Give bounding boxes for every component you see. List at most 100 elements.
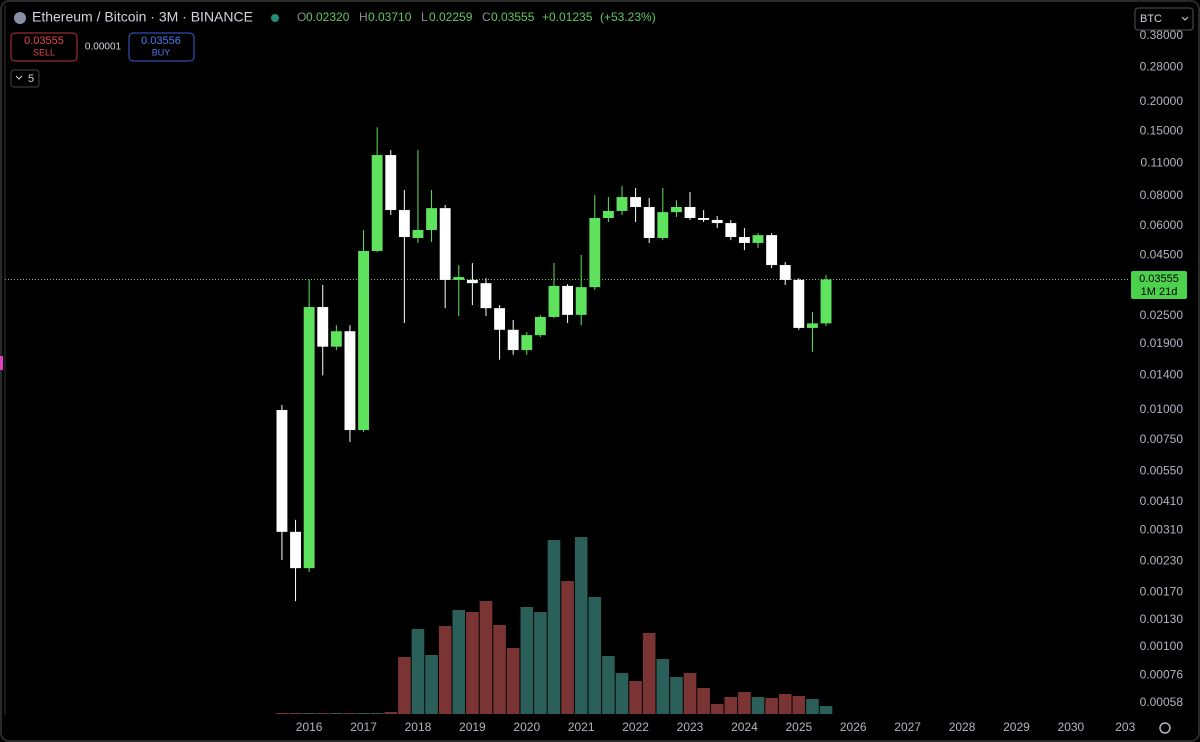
volume-bar [697, 688, 710, 714]
candle-body [534, 316, 546, 336]
volume-bar [574, 537, 588, 714]
settings-icon[interactable] [1159, 722, 1171, 734]
candle-body [738, 237, 750, 243]
volume-bar [370, 713, 384, 714]
candle-body [589, 218, 601, 288]
candle-body [412, 229, 424, 238]
volume-bar [561, 581, 574, 714]
y-tick-label: 0.20000 [1140, 94, 1184, 108]
sell-label: SELL [33, 47, 55, 57]
y-tick-label: 0.00750 [1140, 432, 1184, 446]
volume-bar [411, 629, 425, 714]
candle-body [494, 308, 506, 330]
x-tick-label: 2018 [405, 720, 432, 734]
volume-bar [765, 698, 778, 714]
y-tick-label: 0.01900 [1140, 336, 1184, 350]
volume-bar [520, 607, 534, 714]
change-pct: (+53.23%) [600, 10, 656, 24]
candle-body [344, 331, 356, 431]
y-tick-label: 0.00550 [1140, 464, 1184, 478]
volume-bar [302, 713, 316, 714]
candle-body [752, 235, 764, 243]
volume-bar [316, 713, 330, 714]
candle-body [562, 285, 574, 315]
candle-body [643, 206, 655, 238]
y-tick-label: 0.15000 [1140, 123, 1184, 137]
y-tick-label: 0.38000 [1140, 28, 1184, 42]
volume-bar [438, 626, 452, 714]
volume-bar [275, 713, 289, 714]
change: +0.01235 [542, 10, 593, 24]
x-tick-label: 2026 [840, 720, 867, 734]
candle-body [466, 279, 478, 284]
volume-bar [452, 610, 466, 714]
volume-bar [738, 692, 751, 714]
x-tick-label: 2020 [513, 720, 540, 734]
candle-body [371, 155, 383, 251]
y-tick-label: 0.00130 [1140, 612, 1184, 626]
y-tick-label: 0.01000 [1140, 402, 1184, 416]
indicator-count: 5 [28, 73, 34, 85]
indicator-toggle[interactable] [10, 69, 40, 88]
volume-bar [642, 633, 656, 714]
candle-body [630, 197, 642, 207]
price-tag-value: 0.03555 [1139, 273, 1179, 285]
volume-bar [330, 713, 343, 714]
candle-body [398, 210, 410, 238]
candle-body [725, 223, 737, 238]
x-tick-label: 2030 [1058, 720, 1085, 734]
candle-body [426, 208, 438, 230]
y-tick-label: 0.00410 [1140, 494, 1184, 508]
buy-button[interactable] [128, 32, 195, 62]
volume-bar [670, 677, 683, 714]
symbol-title[interactable]: Ethereum / Bitcoin · 3M · BINANCE [32, 9, 253, 25]
volume-bar [778, 694, 792, 714]
ohlc-value: 0.03710 [368, 10, 412, 24]
x-tick-label: 2028 [949, 720, 976, 734]
x-tick-label: 2029 [1003, 720, 1030, 734]
volume-bar [479, 601, 493, 714]
candle-body [684, 206, 696, 219]
candle-body [521, 335, 533, 351]
volume-bar [384, 712, 398, 714]
candle-body [507, 329, 519, 351]
countdown: 1M 21d [1141, 286, 1178, 298]
volume-bar [466, 612, 479, 714]
status-dot [271, 14, 279, 22]
x-tick-label: 2025 [785, 720, 812, 734]
volume-bar [615, 673, 629, 714]
volume-bar [289, 713, 302, 714]
chevron [15, 75, 23, 80]
currency-select[interactable] [1134, 7, 1194, 31]
x-tick-label: 2022 [622, 720, 649, 734]
candle-body [820, 279, 832, 324]
candle-body [317, 307, 329, 347]
candle-body [548, 285, 560, 317]
x-tick-label: 2024 [731, 720, 758, 734]
ohlc-value: 0.03555 [491, 10, 535, 24]
ohlc-label: O [297, 10, 306, 24]
chevron [1181, 16, 1189, 21]
side-marker [0, 356, 3, 370]
y-tick-label: 0.01400 [1140, 368, 1184, 382]
candle-body [806, 323, 818, 328]
candle-body [616, 197, 628, 211]
candle-body [358, 250, 369, 431]
candle-body [385, 155, 397, 211]
volume-bar [588, 597, 602, 714]
candle-body [793, 279, 805, 328]
x-tick-label: 2016 [296, 720, 323, 734]
x-tick-label: 2019 [459, 720, 486, 734]
candle-body [766, 235, 778, 266]
candle-body [711, 219, 723, 224]
y-tick-label: 0.28000 [1140, 59, 1184, 73]
volume-bar [656, 659, 670, 714]
volume-bar [806, 699, 819, 714]
candle-body [698, 218, 710, 220]
sell-button[interactable] [10, 32, 78, 62]
y-tick-label: 0.00100 [1140, 639, 1184, 653]
price-tag [1131, 271, 1187, 299]
volume-bar [547, 540, 561, 714]
